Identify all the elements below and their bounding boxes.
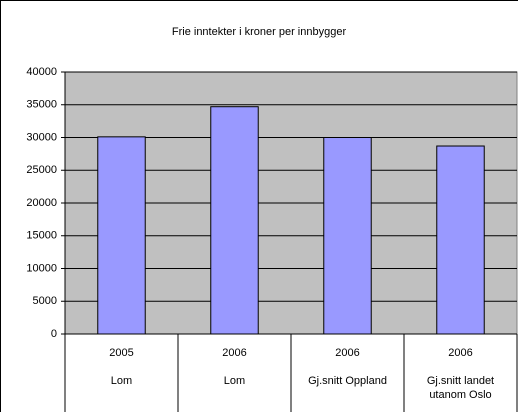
y-tick-label: 40000 — [26, 66, 57, 78]
y-tick-label: 0 — [51, 328, 57, 340]
x-group-label: Gj.snitt landet utanom Oslo — [426, 375, 495, 401]
bar — [436, 145, 485, 335]
bar — [210, 106, 259, 335]
bar — [323, 137, 372, 335]
x-tick-label: 2006 — [222, 347, 247, 359]
x-tick-label: 2005 — [109, 347, 134, 359]
y-tick-label: 15000 — [26, 230, 57, 242]
y-tick-label: 25000 — [26, 164, 57, 176]
x-group-label: Lom — [110, 375, 133, 387]
chart-title: Frie inntekter i kroner per innbygger — [172, 26, 347, 38]
bar — [97, 136, 146, 335]
x-group-label: Lom — [223, 375, 246, 387]
x-group-label: Gj.snitt Oppland — [308, 375, 387, 387]
y-tick-label: 5000 — [33, 295, 57, 307]
y-tick-label: 10000 — [26, 262, 57, 274]
y-tick-label: 30000 — [26, 131, 57, 143]
y-tick-label: 20000 — [26, 197, 57, 209]
x-tick-label: 2006 — [448, 347, 473, 359]
y-tick-label: 35000 — [26, 99, 57, 111]
x-tick-label: 2006 — [335, 347, 360, 359]
